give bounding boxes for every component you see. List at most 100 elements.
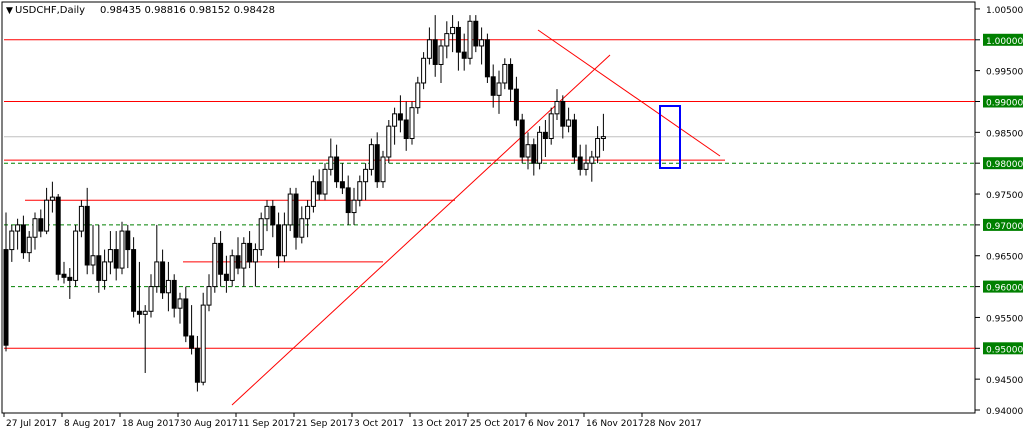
candle-body [403, 119, 409, 140]
candle-body [368, 144, 374, 170]
price-tick-label: 1.00500 [986, 6, 1023, 16]
price-tick-label: 0.95500 [986, 314, 1023, 324]
price-tick-label: 0.96500 [986, 253, 1023, 263]
time-tick-label: 13 Oct 2017 [412, 419, 468, 429]
candle-body [363, 168, 369, 183]
time-tick-label: 3 Oct 2017 [354, 419, 404, 429]
price-tick-label: 0.97500 [986, 191, 1023, 201]
candle-body [589, 156, 595, 164]
candle-body [310, 181, 316, 207]
candle-body [351, 199, 357, 214]
candle-body [177, 298, 183, 309]
candle-body [548, 113, 554, 140]
candle-body [171, 279, 177, 309]
price-tick-label: 0.96000 [986, 284, 1023, 294]
candle-body [386, 125, 392, 158]
candle-body [281, 224, 287, 257]
candle-body [380, 156, 386, 183]
candle-body [334, 156, 340, 183]
candle-body [15, 224, 21, 232]
candle-body [316, 181, 322, 195]
candle-body [560, 100, 566, 127]
candle-body [3, 249, 9, 346]
candle-body [49, 196, 55, 201]
candle-body [67, 276, 73, 281]
candle-body [9, 230, 15, 251]
candle-body [107, 249, 113, 263]
price-tick-label: 0.97000 [986, 222, 1023, 232]
candle-body [293, 193, 299, 238]
candle-body [339, 181, 345, 189]
price-tag [983, 33, 1023, 46]
candle-body [235, 255, 241, 269]
candle-body [96, 255, 102, 281]
candle-body [508, 63, 514, 90]
candle-body [444, 33, 450, 47]
time-tick-label: 6 Nov 2017 [528, 419, 580, 429]
candle-body [136, 310, 142, 315]
candle-body [78, 205, 84, 232]
candle-body [299, 218, 305, 238]
ohlc-values: 0.98435 0.98816 0.98152 0.98428 [100, 5, 275, 16]
candle-body [119, 230, 125, 269]
candle-body [397, 113, 403, 121]
candle-body [322, 168, 328, 195]
time-tick-label: 28 Nov 2017 [644, 419, 702, 429]
candle-body [252, 249, 258, 263]
time-tick-label: 8 Aug 2017 [64, 419, 116, 429]
candle-body [502, 63, 508, 84]
candle-body [374, 144, 380, 183]
time-tick-label: 30 Aug 2017 [180, 419, 238, 429]
candle-body [84, 205, 90, 266]
price-tick-label: 0.94500 [986, 376, 1023, 386]
candle-body [450, 26, 456, 35]
candle-body [200, 304, 206, 383]
candle-body [44, 199, 50, 232]
candle-body [183, 298, 189, 337]
candle-body [73, 230, 79, 281]
candle-body [305, 205, 311, 220]
candle-body [484, 39, 490, 78]
time-tick-label: 11 Sep 2017 [238, 419, 295, 429]
candle-body [519, 119, 525, 158]
highlight-box [659, 105, 681, 169]
candle-body [241, 242, 247, 269]
candle-body [525, 144, 531, 158]
candle-body [409, 107, 415, 140]
candle-body [154, 261, 160, 288]
price-axis: 1.00500 1.00000 0.99500 0.99000 0.98500 0.980… [975, 6, 1023, 417]
price-tick-label: 0.95000 [986, 345, 1023, 355]
candle-body [32, 218, 38, 238]
time-tick-label: 18 Aug 2017 [122, 419, 180, 429]
candle-body [160, 261, 166, 294]
candle-body [131, 249, 137, 312]
price-tick-label: 0.98000 [986, 160, 1023, 170]
downtrend-line [537, 29, 721, 157]
header-arrow-icon[interactable]: ▼ [6, 6, 13, 16]
candle-body [189, 335, 195, 349]
candle-body [38, 218, 44, 232]
time-tick-label: 16 Nov 2017 [586, 419, 644, 429]
candle-body [287, 193, 293, 226]
price-tick-label: 1.00000 [986, 37, 1023, 47]
candle-body [357, 181, 363, 201]
candle-body [113, 249, 119, 269]
price-tick-label: 0.99000 [986, 98, 1023, 108]
candle-body [229, 255, 235, 281]
candle-body [392, 113, 398, 127]
candle-body [345, 187, 351, 214]
candle-body [542, 131, 548, 140]
candle-body [125, 230, 131, 251]
candle-body [90, 255, 96, 266]
candle-body [461, 51, 467, 59]
candle-body [142, 310, 148, 315]
candle-body [206, 286, 212, 306]
candle-body [148, 286, 154, 312]
symbol-timeframe: USDCHF,Daily [15, 5, 85, 16]
candle-body [496, 82, 502, 96]
candle-body [438, 45, 444, 65]
price-tag [983, 280, 1023, 293]
candle-body [247, 242, 253, 263]
